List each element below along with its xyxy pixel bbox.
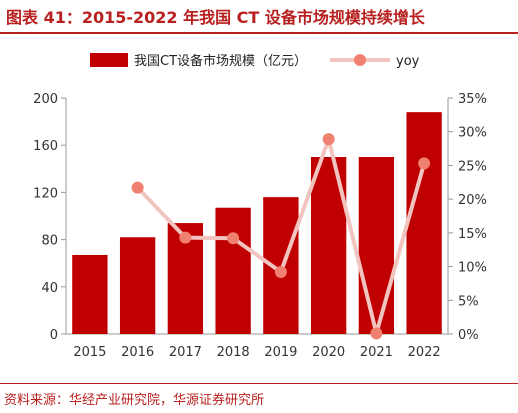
legend-bar-label: 我国CT设备市场规模（亿元） [134, 53, 307, 69]
y-right-tick-label: 20% [458, 193, 487, 208]
chart-title: 图表 41：2015-2022 年我国 CT 设备市场规模持续增长 [6, 8, 425, 27]
y-right-tick-label: 30% [458, 126, 487, 141]
yoy-point [131, 181, 144, 194]
yoy-point [227, 232, 240, 245]
bar [119, 237, 156, 334]
x-tick-label: 2016 [121, 345, 154, 360]
y-left-tick-label: 40 [41, 281, 58, 296]
x-tick-label: 2017 [169, 345, 202, 360]
y-right-tick-label: 0% [458, 328, 479, 343]
bar [72, 254, 108, 334]
x-tick-label: 2015 [73, 345, 106, 360]
y-left-tick-label: 0 [50, 328, 58, 343]
y-right-tick-label: 35% [458, 92, 487, 107]
y-left-tick-label: 120 [33, 186, 58, 201]
bar [406, 112, 442, 334]
yoy-point [418, 157, 431, 170]
y-left-tick-label: 160 [33, 139, 58, 154]
yoy-point [322, 133, 335, 146]
chart-canvas: 我国CT设备市场规模（亿元） yoy 0 40 80 120 160 200 0% 5% 10%… [33, 53, 487, 360]
legend-bar-swatch [90, 53, 128, 67]
y-left-tick-label: 80 [41, 234, 58, 249]
legend-line-marker [354, 54, 366, 66]
y-right-tick-label: 5% [458, 294, 479, 309]
x-tick-label: 2019 [264, 345, 297, 360]
y-left-tick-label: 200 [33, 92, 58, 107]
x-tick-label: 2018 [217, 345, 250, 360]
x-tick-label: 2022 [408, 345, 441, 360]
source-rule [0, 383, 518, 384]
y-right-tick-label: 10% [458, 261, 487, 276]
yoy-point [274, 265, 287, 278]
y-right-tick-label: 15% [458, 227, 487, 242]
title-rule [0, 32, 518, 34]
yoy-point [179, 231, 192, 244]
legend-line-label: yoy [396, 54, 420, 69]
y-right-tick-label: 25% [458, 159, 487, 174]
source-note: 资料来源：华经产业研究院，华源证券研究所 [4, 393, 265, 408]
yoy-point [370, 327, 383, 340]
bar [215, 207, 251, 334]
legend: 我国CT设备市场规模（亿元） yoy [90, 53, 420, 69]
bar [358, 157, 395, 334]
x-tick-label: 2021 [360, 345, 393, 360]
x-tick-label: 2020 [312, 345, 345, 360]
